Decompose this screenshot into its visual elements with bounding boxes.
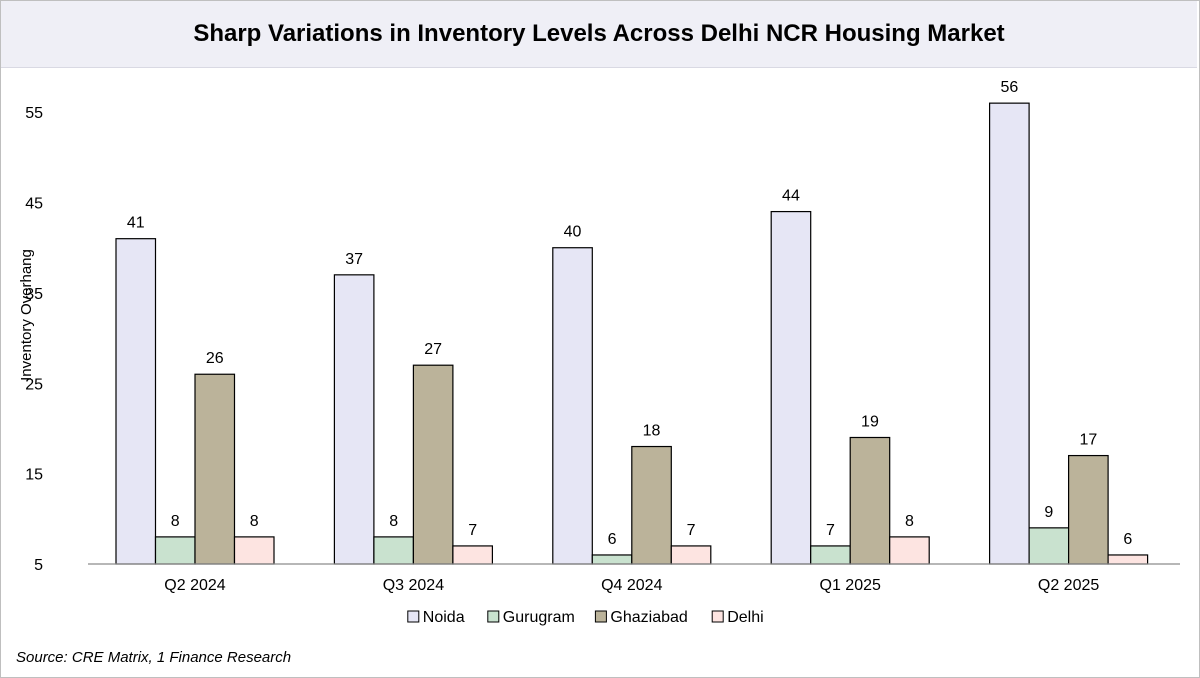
chart-title: Sharp Variations in Inventory Levels Acr… [193, 20, 1005, 47]
x-tick-label: Q4 2024 [601, 577, 662, 594]
bar-ghaziabad-0 [194, 373, 236, 565]
data-label: 40 [564, 224, 582, 241]
bar-gurugram-2 [591, 554, 633, 565]
legend-label-gurugram: Gurugram [503, 609, 575, 626]
y-tick-label: 5 [34, 557, 43, 574]
data-label: 8 [905, 513, 914, 530]
bar-noida-1 [333, 274, 375, 565]
y-tick-label: 15 [25, 467, 43, 484]
data-label: 8 [250, 513, 259, 530]
bar-noida-2 [552, 247, 593, 565]
legend-label-noida: Noida [423, 609, 465, 626]
bar-ghaziabad-3 [849, 436, 891, 565]
data-label: 18 [643, 423, 661, 440]
bar-gurugram-3 [810, 545, 851, 565]
data-label: 7 [826, 522, 835, 539]
data-label: 19 [861, 413, 879, 430]
legend-swatch-gurugram [487, 610, 500, 623]
bar-gurugram-0 [154, 536, 196, 565]
legend-swatch-noida [407, 610, 420, 623]
x-tick-label: Q2 2024 [164, 577, 225, 594]
legend-swatch-ghaziabad [594, 610, 607, 623]
bar-delhi-4 [1107, 554, 1149, 565]
bar-gurugram-1 [373, 536, 414, 565]
bar-ghaziabad-4 [1067, 454, 1109, 565]
data-label: 17 [1079, 432, 1097, 449]
x-tick-label: Q2 2025 [1038, 577, 1099, 594]
bar-ghaziabad-2 [631, 445, 672, 565]
data-label: 9 [1044, 504, 1053, 521]
data-label: 41 [127, 215, 145, 232]
data-label: 56 [1000, 79, 1018, 96]
y-tick-label: 55 [25, 105, 43, 122]
data-label: 8 [171, 513, 180, 530]
bar-delhi-3 [889, 536, 930, 565]
data-label: 44 [782, 188, 800, 205]
source-note: Source: CRE Matrix, 1 Finance Research [16, 649, 292, 666]
x-tick-label: Q1 2025 [820, 577, 881, 594]
bar-delhi-0 [233, 536, 275, 565]
data-label: 8 [389, 513, 398, 530]
bar-delhi-2 [670, 545, 712, 565]
x-tick-label: Q3 2024 [383, 577, 444, 594]
title-bar: Sharp Variations in Inventory Levels Acr… [1, 1, 1197, 68]
bar-ghaziabad-1 [412, 364, 454, 565]
data-label: 37 [345, 251, 363, 268]
legend-label-delhi: Delhi [727, 609, 763, 626]
data-label: 26 [206, 350, 224, 367]
data-label: 6 [608, 531, 617, 548]
data-label: 7 [468, 522, 477, 539]
data-label: 27 [424, 341, 442, 358]
legend-label-ghaziabad: Ghaziabad [610, 609, 687, 626]
data-label: 6 [1123, 531, 1132, 548]
y-tick-label: 45 [25, 196, 43, 213]
bar-noida-4 [988, 102, 1030, 565]
y-tick-label: 35 [25, 286, 43, 303]
bar-gurugram-4 [1028, 527, 1070, 565]
bar-noida-0 [115, 238, 157, 565]
legend-swatch-delhi [711, 610, 724, 623]
data-label: 7 [687, 522, 696, 539]
bar-noida-3 [770, 210, 812, 565]
bar-delhi-1 [452, 545, 493, 565]
y-tick-label: 25 [25, 376, 43, 393]
y-axis-title: Inventory Overhang [18, 249, 35, 381]
